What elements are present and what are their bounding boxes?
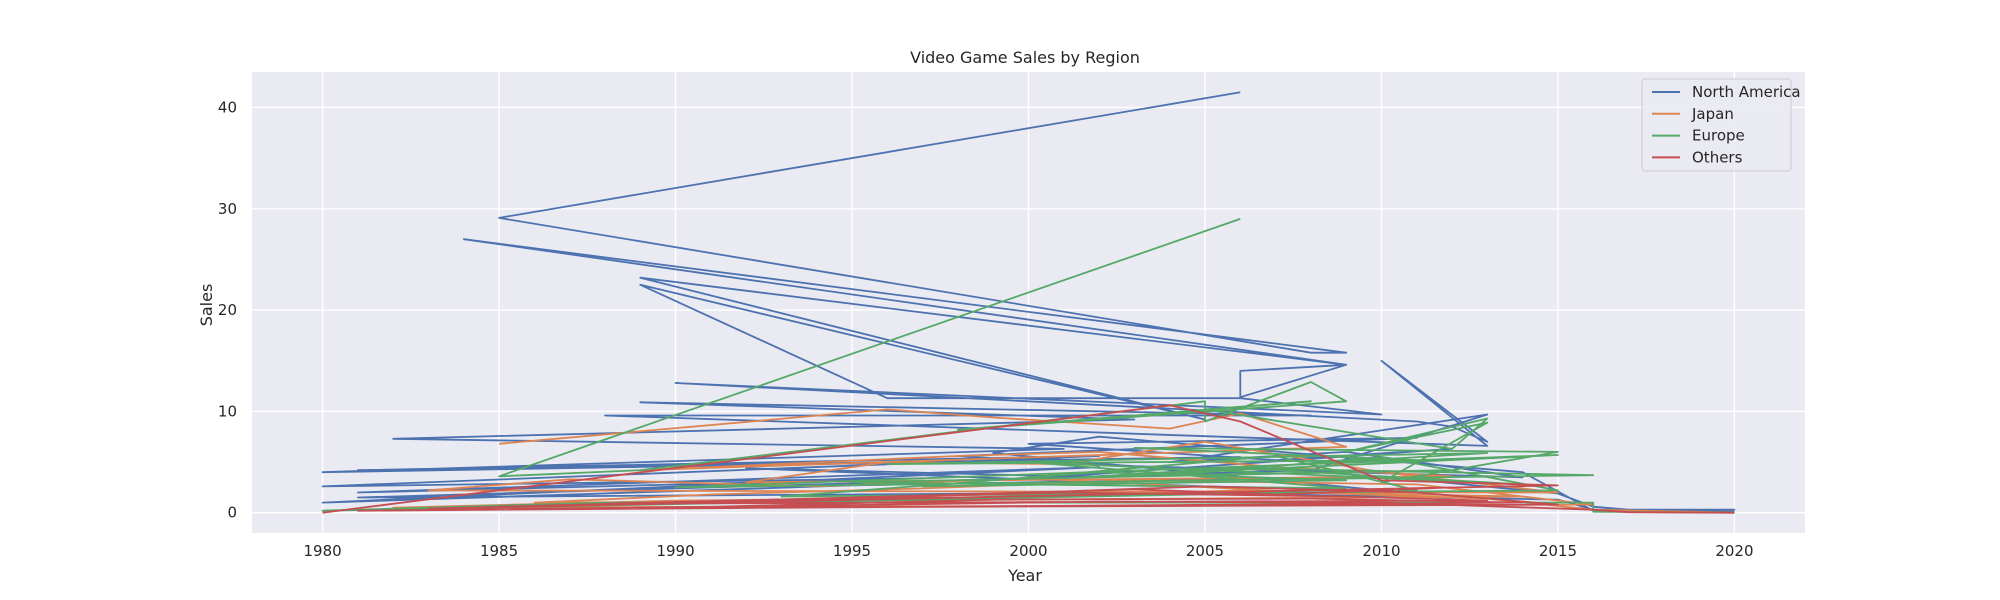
y-tick-label: 10 [218, 402, 237, 420]
y-tick-label: 30 [218, 200, 237, 218]
x-tick-label: 2015 [1539, 542, 1577, 560]
legend-label: Others [1692, 148, 1743, 166]
x-tick-label: 1980 [303, 542, 341, 560]
series-layer [321, 91, 1736, 514]
legend-label: Japan [1691, 105, 1734, 123]
x-tick-label: 2020 [1715, 542, 1753, 560]
series-line-north-america [321, 91, 1736, 513]
legend-label: Europe [1692, 127, 1745, 145]
x-tick-label: 2010 [1362, 542, 1400, 560]
legend: North America Japan Europe Others [1641, 78, 1801, 172]
chart-title: Video Game Sales by Region [910, 48, 1140, 67]
series-line-others [322, 404, 1735, 514]
y-axis-ticks: 0 10 20 30 40 [218, 98, 237, 521]
y-tick-label: 20 [218, 301, 237, 319]
x-tick-label: 1995 [833, 542, 871, 560]
x-axis-label: Year [1007, 566, 1042, 585]
x-tick-label: 2000 [1009, 542, 1047, 560]
legend-box [1641, 78, 1792, 172]
x-tick-label: 1985 [480, 542, 518, 560]
x-tick-label: 2005 [1186, 542, 1224, 560]
y-tick-label: 40 [218, 98, 237, 116]
x-axis-ticks: 1980 1985 1990 1995 2000 2005 2010 2015 2020 [303, 542, 1753, 560]
y-axis-label: Sales [197, 284, 216, 327]
legend-label: North America [1692, 83, 1801, 101]
y-tick-label: 0 [227, 504, 237, 522]
x-tick-label: 1990 [656, 542, 694, 560]
